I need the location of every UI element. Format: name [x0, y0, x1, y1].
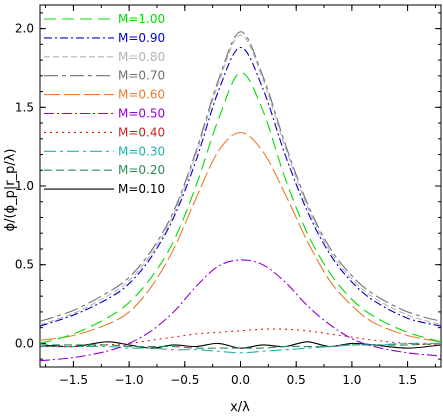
y-tick-label: 1.0: [15, 179, 34, 193]
series-line-m-0-70: [40, 31, 441, 322]
axis-ticks: −1.5 −1.0 −0.5 0.0 0.5 1.0 1.5 0.0 0.5 1.0 1.5 2.0: [15, 5, 441, 387]
series-line-m-1-00: [40, 72, 441, 344]
legend-label: M=0.50: [118, 107, 165, 121]
x-tick-label: 1.0: [342, 373, 361, 387]
legend-label: M=0.90: [118, 31, 165, 45]
x-tick-label: −1.0: [115, 373, 144, 387]
plot-frame: [39, 4, 442, 368]
x-tick-label: −0.5: [170, 373, 199, 387]
series-line-m-0-20: [40, 342, 441, 349]
legend-label: M=0.20: [118, 163, 165, 177]
x-tick-label: 0.0: [231, 373, 250, 387]
series-line-m-0-40: [40, 328, 441, 348]
legend-label: M=0.70: [118, 69, 165, 83]
y-tick-label: 0.0: [15, 336, 34, 350]
series-line-m-0-60: [40, 131, 441, 343]
series-lines: [40, 31, 441, 362]
x-tick-label: 0.5: [287, 373, 306, 387]
legend-label: M=0.40: [118, 125, 165, 139]
series-line-m-0-10: [40, 341, 441, 349]
legend-label: M=0.80: [118, 50, 165, 64]
legend: M=1.00 M=0.90 M=0.80 M=0.70 M=0.60 M=0.50 M=0.…: [44, 12, 165, 196]
series-line-m-0-90: [40, 46, 441, 327]
series-line-m-0-80: [40, 34, 441, 326]
series-line-m-0-30: [40, 342, 441, 354]
series-group: [40, 31, 441, 362]
legend-label: M=0.10: [118, 182, 165, 196]
y-axis-label: ϕ/(ϕ_p|r_p/λ): [3, 149, 18, 232]
legend-label: M=1.00: [118, 12, 165, 26]
legend-label: M=0.30: [118, 144, 165, 158]
x-tick-label: 1.5: [398, 373, 417, 387]
legend-label: M=0.60: [118, 88, 165, 102]
y-tick-label: 1.5: [15, 100, 34, 114]
y-tick-label: 2.0: [15, 22, 34, 36]
y-tick-label: 0.5: [15, 258, 34, 272]
x-tick-label: −1.5: [59, 373, 88, 387]
x-axis-label: x/λ: [230, 400, 250, 415]
series-line-m-0-50: [40, 259, 441, 362]
